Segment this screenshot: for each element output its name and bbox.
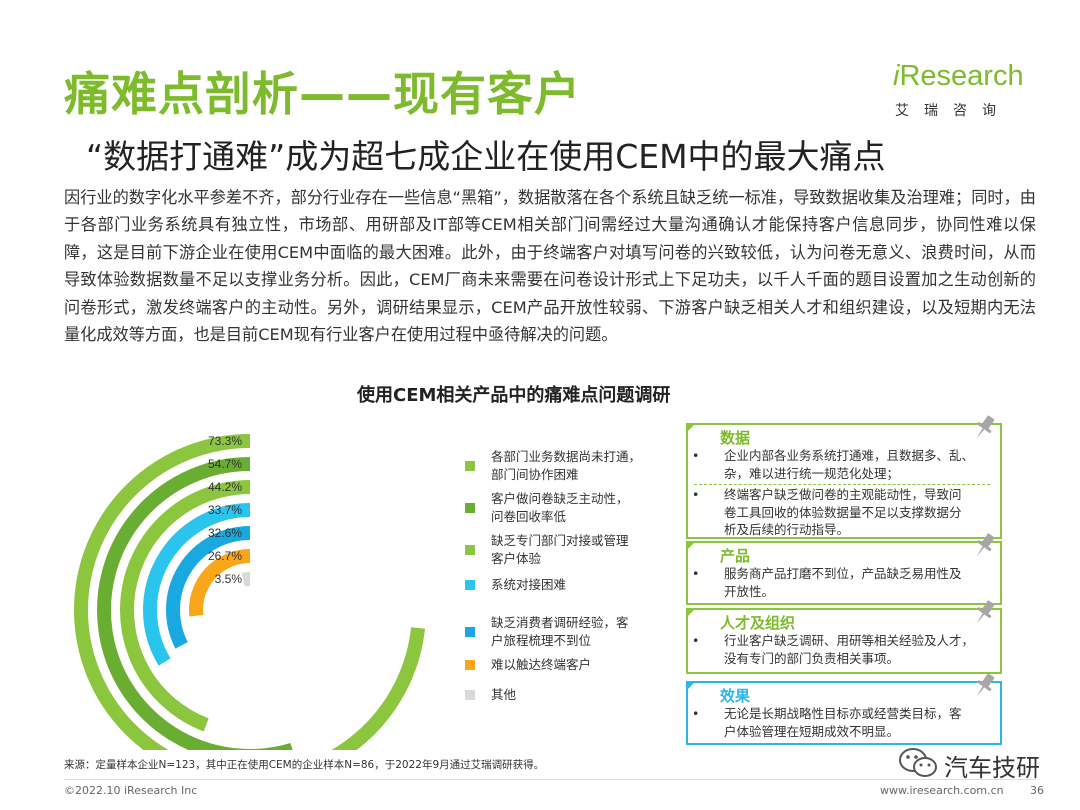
legend-label: 客户做问卷缺乏主动性， 问卷回收率低 bbox=[491, 490, 661, 526]
value-label-2: 44.2% bbox=[208, 480, 242, 494]
arc-4 bbox=[166, 526, 251, 649]
arc-5 bbox=[189, 549, 251, 617]
radial-bar-chart: 73.3% 54.7% 44.2% 33.7% 32.6% 26.7% 3.5% bbox=[74, 434, 425, 750]
value-label-0: 73.3% bbox=[208, 434, 242, 448]
website: www.iresearch.com.cn bbox=[880, 784, 1004, 797]
pushpin-icon bbox=[976, 673, 995, 697]
legend-label-line: 户旅程梳理不到位 bbox=[491, 633, 592, 648]
legend-swatch bbox=[465, 690, 475, 700]
bullet-line: 终端客户缺乏做问卷的主观能动性，导致问 bbox=[724, 487, 962, 502]
panel-heading: 效果 bbox=[720, 687, 751, 705]
iresearch-logo: iResearch 艾瑞咨询 bbox=[893, 58, 1024, 120]
bullet-dot: • bbox=[692, 566, 700, 581]
bullet-text: 终端客户缺乏做问卷的主观能动性，导致问 卷工具回收的体验数据量不足以支撑数据分 析及… bbox=[724, 486, 992, 539]
panel-corner-mark bbox=[686, 681, 696, 691]
bullet-dot: • bbox=[692, 448, 700, 463]
arc-2 bbox=[120, 480, 251, 732]
bullet-line: 行业客户缺乏调研、用研等相关经验及人才， bbox=[724, 633, 975, 648]
value-label-3: 33.7% bbox=[208, 503, 242, 517]
arc-1 bbox=[97, 457, 293, 750]
legend-label-line: 其他 bbox=[491, 687, 517, 702]
arc-3 bbox=[143, 503, 251, 666]
panel-1: 产品 • 服务商产品打磨不到位，产品缺乏易用性及 开放性。 bbox=[686, 533, 1002, 605]
legend-label: 难以触达终端客户 bbox=[491, 656, 661, 674]
wechat-icon bbox=[899, 748, 937, 777]
watermark: 汽车技研 bbox=[898, 746, 1048, 782]
panel-0: 数据 • 企业内部各业务系统打通难，且数据多、乱、 杂，难以进行统一规范化处理； • 终端… bbox=[686, 415, 1002, 539]
legend-label: 缺乏专门部门对接或管理 客户体验 bbox=[491, 532, 661, 568]
legend-label-line: 各部门业务数据尚未打通， bbox=[491, 449, 642, 464]
page-title: 痛难点剖析——现有客户 bbox=[64, 67, 581, 121]
panel-corner-mark bbox=[686, 541, 696, 551]
source-note: 来源：定量样本企业N=123，其中正在使用CEM的企业样本N=86，于2022年… bbox=[64, 759, 545, 771]
panel-corner-mark bbox=[686, 608, 696, 618]
bullet-line: 服务商产品打磨不到位，产品缺乏易用性及 bbox=[724, 566, 962, 581]
logo-wordmark: iResearch bbox=[893, 60, 1024, 92]
panel-heading: 产品 bbox=[720, 547, 751, 565]
legend-swatch bbox=[465, 461, 475, 471]
value-label-1: 54.7% bbox=[208, 457, 242, 471]
panel-heading: 数据 bbox=[720, 429, 751, 447]
bullet-dot: • bbox=[692, 706, 700, 721]
bullet-line: 析及后续的行动指导。 bbox=[724, 522, 850, 537]
value-label-5: 26.7% bbox=[208, 549, 242, 563]
bullet-line: 企业内部各业务系统打通难，且数据多、乱、 bbox=[724, 448, 975, 463]
legend-label: 系统对接困难 bbox=[491, 576, 661, 594]
legend-swatch bbox=[465, 627, 475, 637]
legend-swatch bbox=[465, 580, 475, 590]
bullet-line: 无论是长期战略性目标亦或经营类目标，客 bbox=[724, 706, 962, 721]
bullet-line: 杂，难以进行统一规范化处理； bbox=[724, 465, 900, 481]
legend-label-line: 缺乏消费者调研经验，客 bbox=[491, 615, 629, 630]
legend-label: 其他 bbox=[491, 686, 661, 704]
panel-corner-mark bbox=[686, 423, 696, 433]
legend-swatch bbox=[465, 660, 475, 670]
bullet-dot: • bbox=[692, 633, 700, 648]
legend-label-line: 问卷回收率低 bbox=[491, 509, 567, 524]
value-label-4: 32.6% bbox=[208, 526, 242, 540]
logo-chinese-name: 艾瑞咨询 bbox=[895, 103, 1011, 119]
pushpin-icon bbox=[976, 600, 995, 624]
legend-label-line: 部门间协作困难 bbox=[491, 467, 579, 482]
page-number: 36 bbox=[1030, 784, 1044, 797]
bullet-dot: • bbox=[692, 487, 700, 502]
legend-label-line: 客户做问卷缺乏主动性， bbox=[491, 491, 629, 506]
value-label-6: 3.5% bbox=[215, 572, 243, 586]
legend-swatch bbox=[465, 503, 475, 513]
footer-divider bbox=[64, 779, 1036, 780]
legend-swatch bbox=[465, 545, 475, 555]
copyright: ©2022.10 iResearch Inc bbox=[64, 784, 198, 797]
legend-label-line: 缺乏专门部门对接或管理 bbox=[491, 533, 629, 548]
bullet-text: 企业内部各业务系统打通难，且数据多、乱、 杂，难以进行统一规范化处理； bbox=[724, 447, 992, 482]
panel-separator bbox=[694, 484, 990, 485]
bullet-line: 卷工具回收的体验数据量不足以支撑数据分 bbox=[724, 504, 962, 520]
panel-2: 人才及组织 • 行业客户缺乏调研、用研等相关经验及人才， 没有专门的部门负责相关事项。 bbox=[686, 600, 1002, 674]
bullet-text: 服务商产品打磨不到位，产品缺乏易用性及 开放性。 bbox=[724, 565, 992, 600]
legend-label-line: 客户体验 bbox=[491, 551, 542, 566]
watermark-text: 汽车技研 bbox=[944, 754, 1040, 782]
panel-3: 效果 • 无论是长期战略性目标亦或经营类目标，客 户体验管理在短期成效不明显。 bbox=[686, 673, 1002, 745]
legend-label-line: 系统对接困难 bbox=[491, 577, 567, 592]
bullet-line: 没有专门的部门负责相关事项。 bbox=[724, 650, 900, 666]
panel-heading: 人才及组织 bbox=[720, 614, 796, 632]
body-paragraph: 因行业的数字化水平参差不齐，部分行业存在一些信息“黑箱”，数据散落在各个系统且缺… bbox=[64, 188, 1036, 345]
bullet-line: 开放性。 bbox=[724, 583, 775, 599]
arc-6 bbox=[241, 572, 251, 587]
pushpin-icon bbox=[976, 533, 995, 557]
legend-label: 缺乏消费者调研经验，客 户旅程梳理不到位 bbox=[491, 614, 661, 650]
bullet-text: 无论是长期战略性目标亦或经营类目标，客 户体验管理在短期成效不明显。 bbox=[724, 705, 992, 740]
legend-label: 各部门业务数据尚未打通， 部门间协作困难 bbox=[491, 448, 661, 484]
bullet-text: 行业客户缺乏调研、用研等相关经验及人才， 没有专门的部门负责相关事项。 bbox=[724, 632, 992, 667]
bullet-line: 户体验管理在短期成效不明显。 bbox=[724, 723, 900, 739]
legend-label-line: 难以触达终端客户 bbox=[491, 657, 592, 672]
chart-title: 使用CEM相关产品中的痛难点问题调研 bbox=[357, 385, 671, 406]
arc-0 bbox=[74, 434, 425, 750]
pushpin-icon bbox=[976, 415, 995, 439]
page-subtitle: “数据打通难”成为超七成企业在使用CEM中的最大痛点 bbox=[86, 137, 886, 176]
